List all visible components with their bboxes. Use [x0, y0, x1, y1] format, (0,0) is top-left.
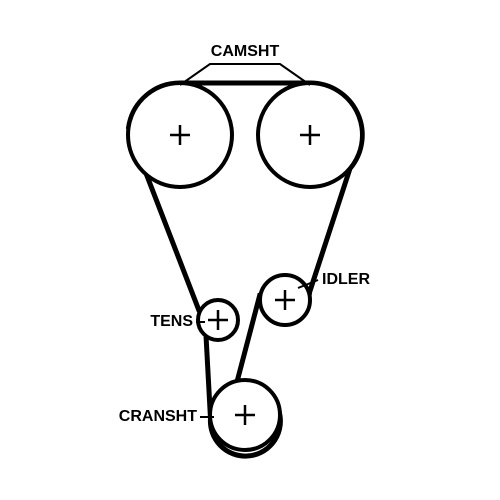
tensioner-label: TENS: [150, 313, 193, 330]
camshaft-label: CAMSHT: [211, 43, 280, 60]
crankshaft-label: CRANSHT: [119, 408, 197, 425]
idler-label: IDLER: [322, 271, 370, 288]
timing-belt-diagram: CAMSHT IDLER TENS CRANSHT: [0, 0, 500, 500]
